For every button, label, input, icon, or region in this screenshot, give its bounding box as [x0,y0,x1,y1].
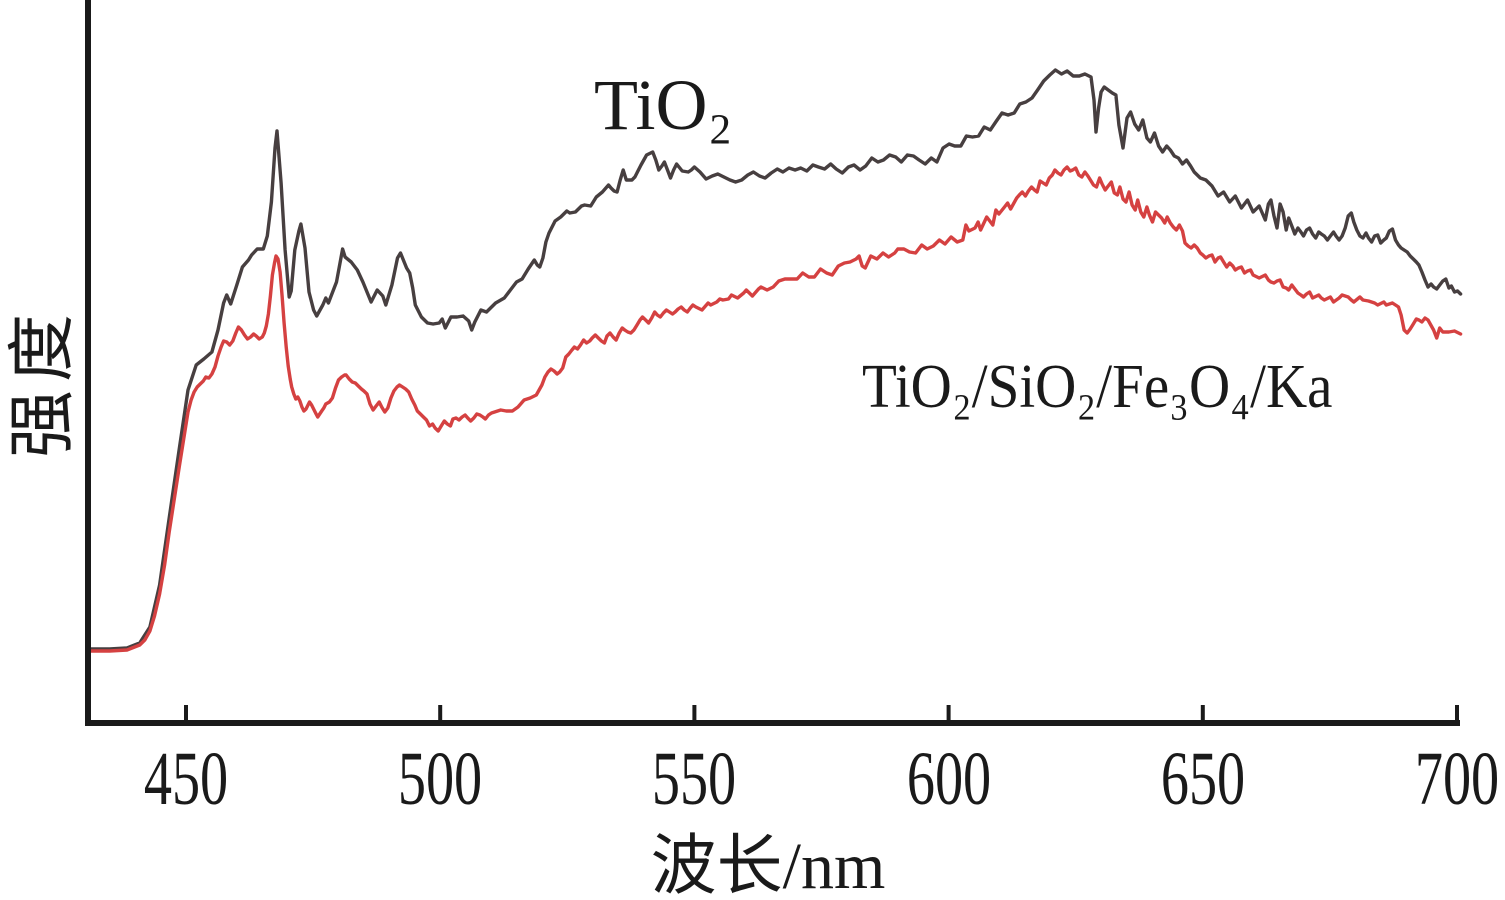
x-tick-label-450: 450 [143,737,229,821]
x-tick-label-700: 700 [1414,737,1500,821]
x-tick-label-500: 500 [398,737,483,821]
curves-group [87,68,1463,653]
x-tick-label-650: 650 [1160,737,1245,821]
curve-tio2 [87,68,1463,651]
series-label-tio2-sio2-fe3o4-ka: TiO₂/SiO₂/Fe₃O₄/Ka [862,353,1333,421]
y-axis-title: 强度 [4,305,81,459]
x-axis-title: 波长/nm [650,830,886,900]
x-tick-label-550: 550 [652,737,737,821]
series-label-tio2: TiO₂ [594,65,733,145]
x-tick-label-600: 600 [906,737,991,821]
curve-tio2-sio2-fe3o4-ka [87,165,1463,653]
